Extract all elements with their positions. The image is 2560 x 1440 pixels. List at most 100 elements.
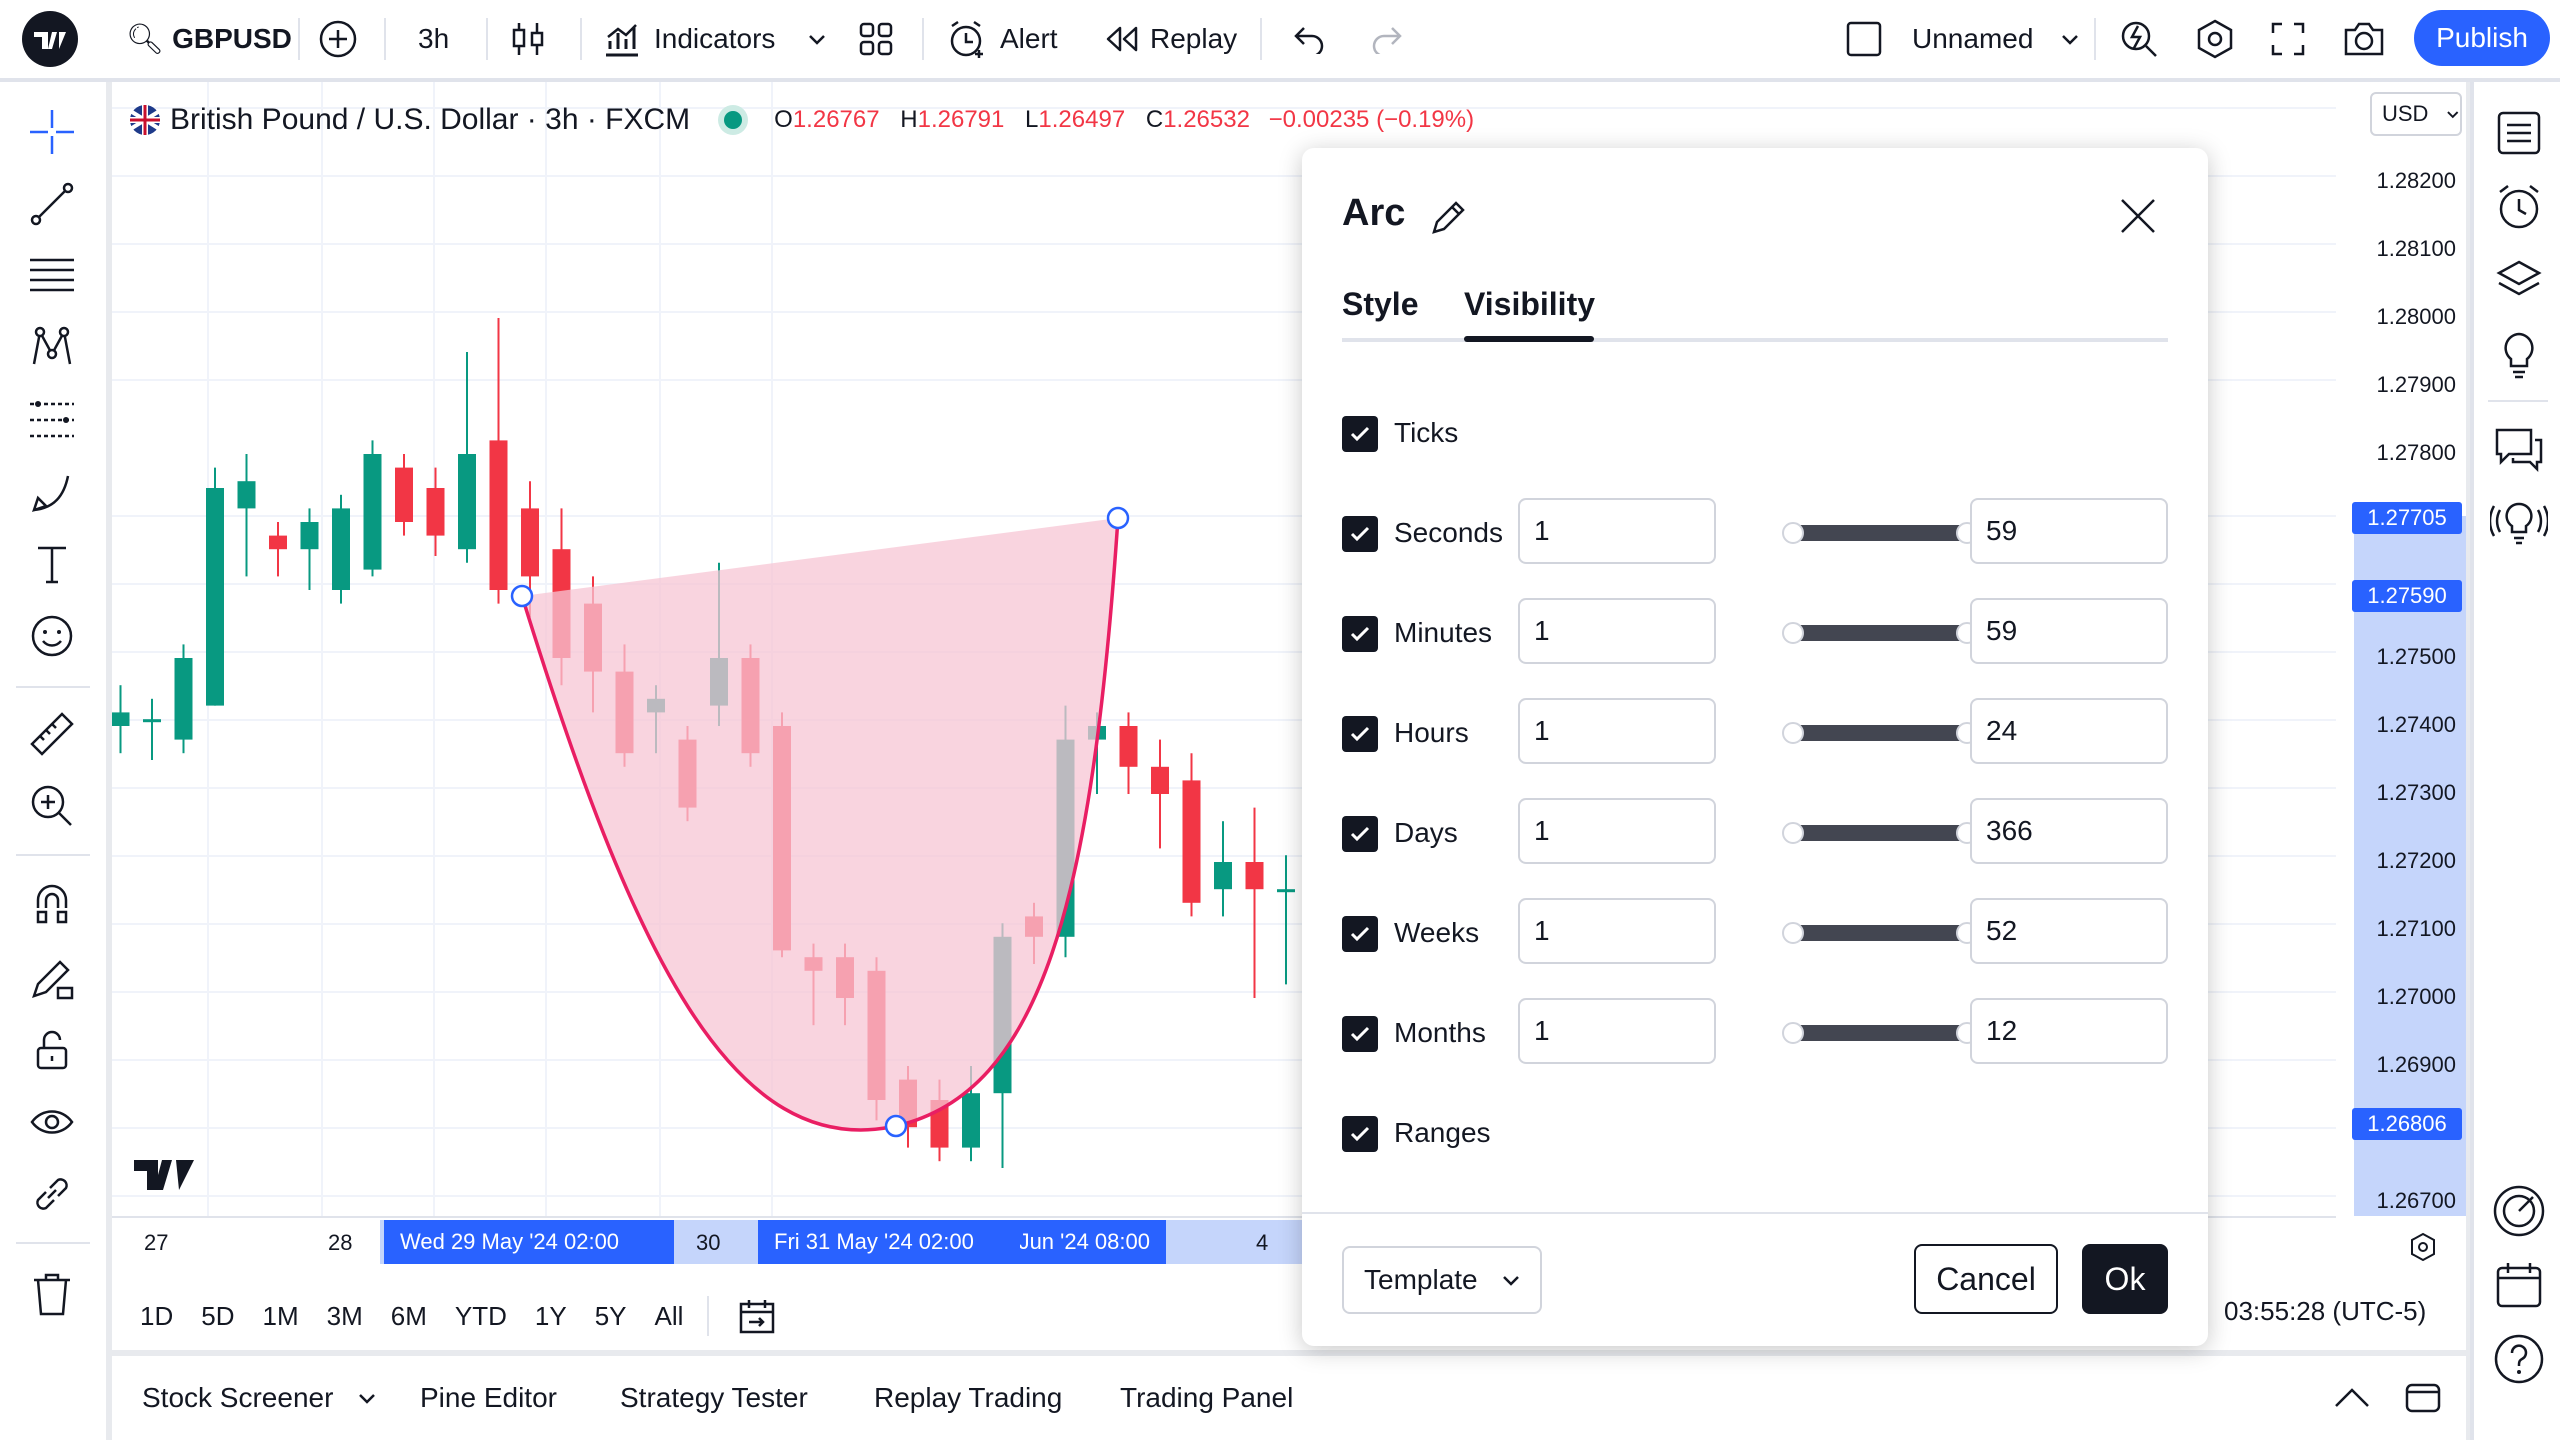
currency-select[interactable]: USD <box>2370 92 2462 136</box>
zoom-tool-button[interactable] <box>22 776 82 836</box>
range-slider-months[interactable] <box>1782 998 1978 1068</box>
tab-strategy-tester[interactable]: Strategy Tester <box>620 1382 808 1413</box>
range-button-all[interactable]: All <box>654 1300 684 1331</box>
price-axis[interactable]: USD 1.28200 1.28100 1.28000 1.27900 1.27… <box>2336 82 2466 1278</box>
tab-trading-panel[interactable]: Trading Panel <box>1120 1382 1294 1413</box>
pattern-tool-button[interactable] <box>22 318 82 378</box>
checkbox-ticks[interactable] <box>1342 416 1378 452</box>
checkbox-weeks[interactable] <box>1342 916 1378 952</box>
compare-symbol-button[interactable] <box>318 0 358 78</box>
remove-drawings-button[interactable] <box>22 1264 82 1324</box>
checkbox-days[interactable] <box>1342 816 1378 852</box>
interval-button[interactable]: 3h <box>418 23 450 54</box>
ideas-button[interactable] <box>2488 324 2550 386</box>
object-tree-button[interactable] <box>2488 250 2550 312</box>
ok-button[interactable]: Ok <box>2082 1244 2168 1314</box>
range-button-6m[interactable]: 6M <box>390 1300 427 1331</box>
range-slider-seconds[interactable] <box>1782 498 1978 568</box>
range-slider-hours[interactable] <box>1782 698 1978 768</box>
text-tool-button[interactable] <box>22 534 82 594</box>
checkbox-hours[interactable] <box>1342 716 1378 752</box>
magnet-mode-button[interactable] <box>22 876 82 936</box>
max-input-hours[interactable]: 24 <box>1970 698 2168 764</box>
slider-min-handle[interactable] <box>1782 822 1804 844</box>
redo-button[interactable] <box>1370 0 1404 78</box>
max-input-seconds[interactable]: 59 <box>1970 498 2168 564</box>
checkbox-seconds[interactable] <box>1342 516 1378 552</box>
screenshot-button[interactable] <box>2342 0 2386 78</box>
tv-watermark-logo[interactable] <box>134 1156 196 1192</box>
collapse-panel-button[interactable] <box>2332 1356 2372 1440</box>
layouts-button[interactable] <box>858 0 894 78</box>
settings-button[interactable] <box>2194 0 2236 78</box>
range-button-1m[interactable]: 1M <box>262 1300 299 1331</box>
tab-style[interactable]: Style <box>1342 286 1419 322</box>
layout-name-button[interactable]: Unnamed <box>1844 0 2081 78</box>
sync-drawings-button[interactable] <box>22 1164 82 1224</box>
checkbox-ranges[interactable] <box>1342 1116 1378 1152</box>
indicators-button[interactable]: Indicators <box>602 0 775 78</box>
lock-drawings-button[interactable] <box>22 948 82 1008</box>
help-button[interactable] <box>2488 1328 2550 1390</box>
range-button-5y[interactable]: 5Y <box>594 1300 627 1331</box>
replay-button[interactable]: Replay <box>1104 0 1237 78</box>
indicators-dropdown-button[interactable] <box>806 0 828 78</box>
trend-line-tool-button[interactable] <box>22 174 82 234</box>
measure-tool-button[interactable] <box>22 704 82 764</box>
slider-min-handle[interactable] <box>1782 1022 1804 1044</box>
range-slider-days[interactable] <box>1782 798 1978 868</box>
tab-stock-screener[interactable]: Stock Screener <box>142 1356 377 1440</box>
range-slider-minutes[interactable] <box>1782 598 1978 668</box>
max-input-days[interactable]: 366 <box>1970 798 2168 864</box>
publish-button[interactable]: Publish <box>2414 10 2550 66</box>
alerts-button[interactable] <box>2488 176 2550 238</box>
tab-replay-trading[interactable]: Replay Trading <box>874 1382 1063 1413</box>
forecast-tool-button[interactable] <box>22 390 82 450</box>
slider-min-handle[interactable] <box>1782 522 1804 544</box>
checkbox-months[interactable] <box>1342 1016 1378 1052</box>
tradingview-logo[interactable] <box>22 0 78 78</box>
alert-button[interactable]: Alert <box>946 0 1058 78</box>
checkbox-minutes[interactable] <box>1342 616 1378 652</box>
symbol-search-button[interactable]: 🔍︎ GBPUSD <box>126 0 292 78</box>
symbol-title[interactable]: British Pound / U.S. Dollar · 3h · FXCM <box>170 103 691 136</box>
max-input-months[interactable]: 12 <box>1970 998 2168 1064</box>
emoji-tool-button[interactable] <box>22 606 82 666</box>
min-input-seconds[interactable]: 1 <box>1518 498 1716 564</box>
lock-all-button[interactable] <box>22 1020 82 1080</box>
max-input-weeks[interactable]: 52 <box>1970 898 2168 964</box>
min-input-weeks[interactable]: 1 <box>1518 898 1716 964</box>
tab-pine-editor[interactable]: Pine Editor <box>420 1382 557 1413</box>
quick-search-button[interactable] <box>2118 0 2160 78</box>
watchlist-button[interactable] <box>2488 102 2550 164</box>
hide-drawings-button[interactable] <box>22 1092 82 1152</box>
go-to-date-button[interactable] <box>737 1296 777 1336</box>
undo-button[interactable] <box>1292 0 1326 78</box>
range-button-3m[interactable]: 3M <box>326 1300 363 1331</box>
min-input-months[interactable]: 1 <box>1518 998 1716 1064</box>
axis-settings-button[interactable] <box>2408 1232 2438 1262</box>
slider-min-handle[interactable] <box>1782 622 1804 644</box>
streams-button[interactable] <box>2488 492 2550 554</box>
chats-button[interactable] <box>2488 418 2550 480</box>
min-input-hours[interactable]: 1 <box>1518 698 1716 764</box>
fib-tool-button[interactable] <box>22 246 82 306</box>
max-input-minutes[interactable]: 59 <box>1970 598 2168 664</box>
range-button-1y[interactable]: 1Y <box>534 1300 567 1331</box>
brush-tool-button[interactable] <box>22 462 82 522</box>
slider-min-handle[interactable] <box>1782 922 1804 944</box>
range-button-1d[interactable]: 1D <box>140 1300 174 1331</box>
dom-button[interactable] <box>2488 1180 2550 1242</box>
min-input-days[interactable]: 1 <box>1518 798 1716 864</box>
close-dialog-button[interactable] <box>2116 194 2160 238</box>
maximize-panel-button[interactable] <box>2404 1356 2442 1440</box>
template-dropdown[interactable]: Template <box>1342 1246 1542 1314</box>
calendar-button[interactable] <box>2488 1254 2550 1316</box>
tab-visibility[interactable]: Visibility <box>1464 286 1596 322</box>
slider-min-handle[interactable] <box>1782 722 1804 744</box>
rename-button[interactable] <box>1428 198 1468 238</box>
clock-timezone[interactable]: 03:55:28 (UTC-5) <box>2224 1296 2427 1326</box>
range-button-5d[interactable]: 5D <box>201 1300 235 1331</box>
min-input-minutes[interactable]: 1 <box>1518 598 1716 664</box>
range-slider-weeks[interactable] <box>1782 898 1978 968</box>
